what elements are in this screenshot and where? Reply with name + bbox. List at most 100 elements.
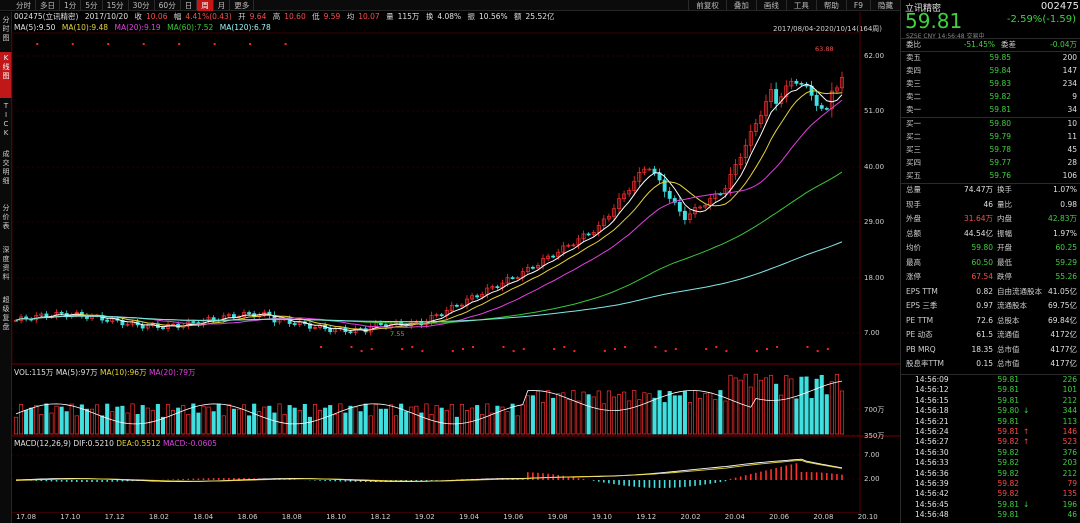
volume-bar	[753, 373, 758, 435]
candle-body	[546, 255, 551, 259]
toolbar-button[interactable]: 帮助	[815, 0, 846, 11]
volume-bar	[444, 409, 449, 435]
quote-vol: 115万	[397, 12, 420, 21]
stat-value: 4172亿	[1050, 330, 1077, 339]
volume-bar	[733, 377, 738, 435]
sidebar-tab[interactable]: 分时图	[2, 16, 10, 42]
tick-volume: 196	[1062, 499, 1077, 509]
candle-body	[561, 245, 566, 253]
signal-marker	[472, 346, 475, 348]
ask-row: 卖五 59.85 200	[905, 52, 1079, 63]
signal-marker	[624, 346, 627, 348]
volume-bar	[596, 390, 601, 435]
tab-period[interactable]: 更多	[230, 0, 255, 11]
tick-row: 14:56:15 59.81 212	[905, 396, 1079, 406]
tab-period[interactable]: 月	[214, 0, 231, 11]
volume-bar	[784, 375, 789, 435]
volume-bar	[566, 399, 571, 435]
volume-bar	[201, 405, 206, 435]
volume-bar	[383, 408, 388, 435]
toolbar-button[interactable]: 画线	[755, 0, 786, 11]
tick-row: 14:56:27 59.82 ↑ 523	[905, 437, 1079, 447]
tab-period[interactable]: 5分	[81, 0, 103, 11]
order-ratio-row: 委比 -51.45% 委差 -0.04万	[905, 39, 1079, 50]
stat-row: 股息率TTM 0.15 总市值 4177亿	[905, 358, 1079, 369]
candle-body	[703, 205, 708, 208]
stat-value: 4177亿	[1050, 344, 1077, 354]
volume-bar	[713, 399, 718, 435]
volume-bar	[530, 395, 535, 435]
signal-marker	[249, 43, 252, 45]
candle-body	[688, 213, 692, 220]
signal-marker	[107, 43, 110, 45]
candle-body	[596, 225, 601, 233]
ratio-value: -51.45%	[963, 40, 995, 49]
candle-body	[348, 331, 353, 334]
quote-close: 10.06	[146, 12, 168, 21]
tab-period[interactable]: 30分	[129, 0, 155, 11]
sidebar-tab[interactable]: 超级复盘	[2, 296, 10, 331]
toolbar-button[interactable]: 叠加	[725, 0, 756, 11]
ask-volume: 234	[1062, 79, 1077, 88]
volume-bar	[312, 403, 318, 435]
date-tick: 19.06	[503, 513, 524, 521]
bid-row: 买三 59.78 45	[905, 144, 1079, 155]
candle-body	[799, 83, 804, 85]
volume-bar	[611, 396, 617, 435]
sidebar-tab[interactable]: 分价表	[2, 204, 10, 230]
stat-row: EPS 三季 0.97 流通股本 69.75亿	[905, 300, 1079, 311]
toolbar-button[interactable]: 隐藏	[870, 0, 900, 11]
tab-period[interactable]: 15分	[103, 0, 129, 11]
volume-bar	[794, 398, 799, 435]
kline-chart[interactable]	[0, 0, 900, 523]
volume-bar	[216, 403, 221, 435]
sidebar-tab[interactable]: 成交明细	[2, 150, 10, 185]
candle-body	[505, 277, 510, 284]
candle-body	[824, 108, 829, 110]
candle-body	[449, 304, 454, 311]
tick-volume: 226	[1062, 375, 1077, 384]
volume-bar	[414, 405, 419, 435]
toolbar-button[interactable]: 前复权	[688, 0, 726, 11]
volume-bar	[277, 403, 282, 435]
volume-bar	[409, 406, 414, 435]
volume-legend: VOL:115万 MA(5):97万 MA(10):96万 MA(20):79万	[14, 367, 196, 378]
bid-label: 买一	[906, 119, 921, 128]
tab-period[interactable]: 分时	[12, 0, 36, 11]
candle-body	[728, 173, 733, 190]
tab-period[interactable]: 周	[197, 0, 214, 11]
candle-body	[794, 80, 799, 84]
stat-value: 55.26	[1055, 272, 1077, 281]
macd-dea: DEA:0.5512	[116, 439, 161, 448]
volume-bar	[100, 415, 105, 435]
candle-body	[723, 188, 728, 195]
ma20-line	[15, 99, 843, 328]
signal-marker	[360, 350, 363, 352]
toolbar-button[interactable]: F9	[845, 0, 870, 11]
volume-bar	[556, 393, 561, 435]
stock-price: 59.81	[905, 9, 963, 33]
tick-row: 14:56:12 59.81 101	[905, 385, 1079, 395]
date-tick: 17.10	[60, 513, 81, 521]
signal-marker	[370, 348, 373, 350]
candle-body	[515, 277, 520, 279]
bid-label: 买五	[906, 171, 921, 180]
tab-period[interactable]: 1分	[60, 0, 82, 11]
stat-label: 最高	[906, 257, 921, 267]
tick-time: 14:56:33	[915, 458, 949, 468]
date-tick: 18.12	[370, 513, 391, 521]
volume-bar	[718, 390, 723, 435]
tab-period[interactable]: 多日	[36, 0, 60, 11]
volume-bar	[591, 396, 596, 435]
tab-period[interactable]: 60分	[155, 0, 181, 11]
quote-avg-label: 均	[346, 12, 355, 21]
volume-bar	[510, 403, 515, 435]
candle-body	[819, 105, 824, 109]
toolbar-button[interactable]: 工具	[785, 0, 816, 11]
sidebar-tab[interactable]: 深度资料	[2, 246, 10, 281]
volume-bar	[24, 409, 29, 435]
tab-period[interactable]: 日	[181, 0, 198, 11]
candle-body	[566, 244, 571, 247]
